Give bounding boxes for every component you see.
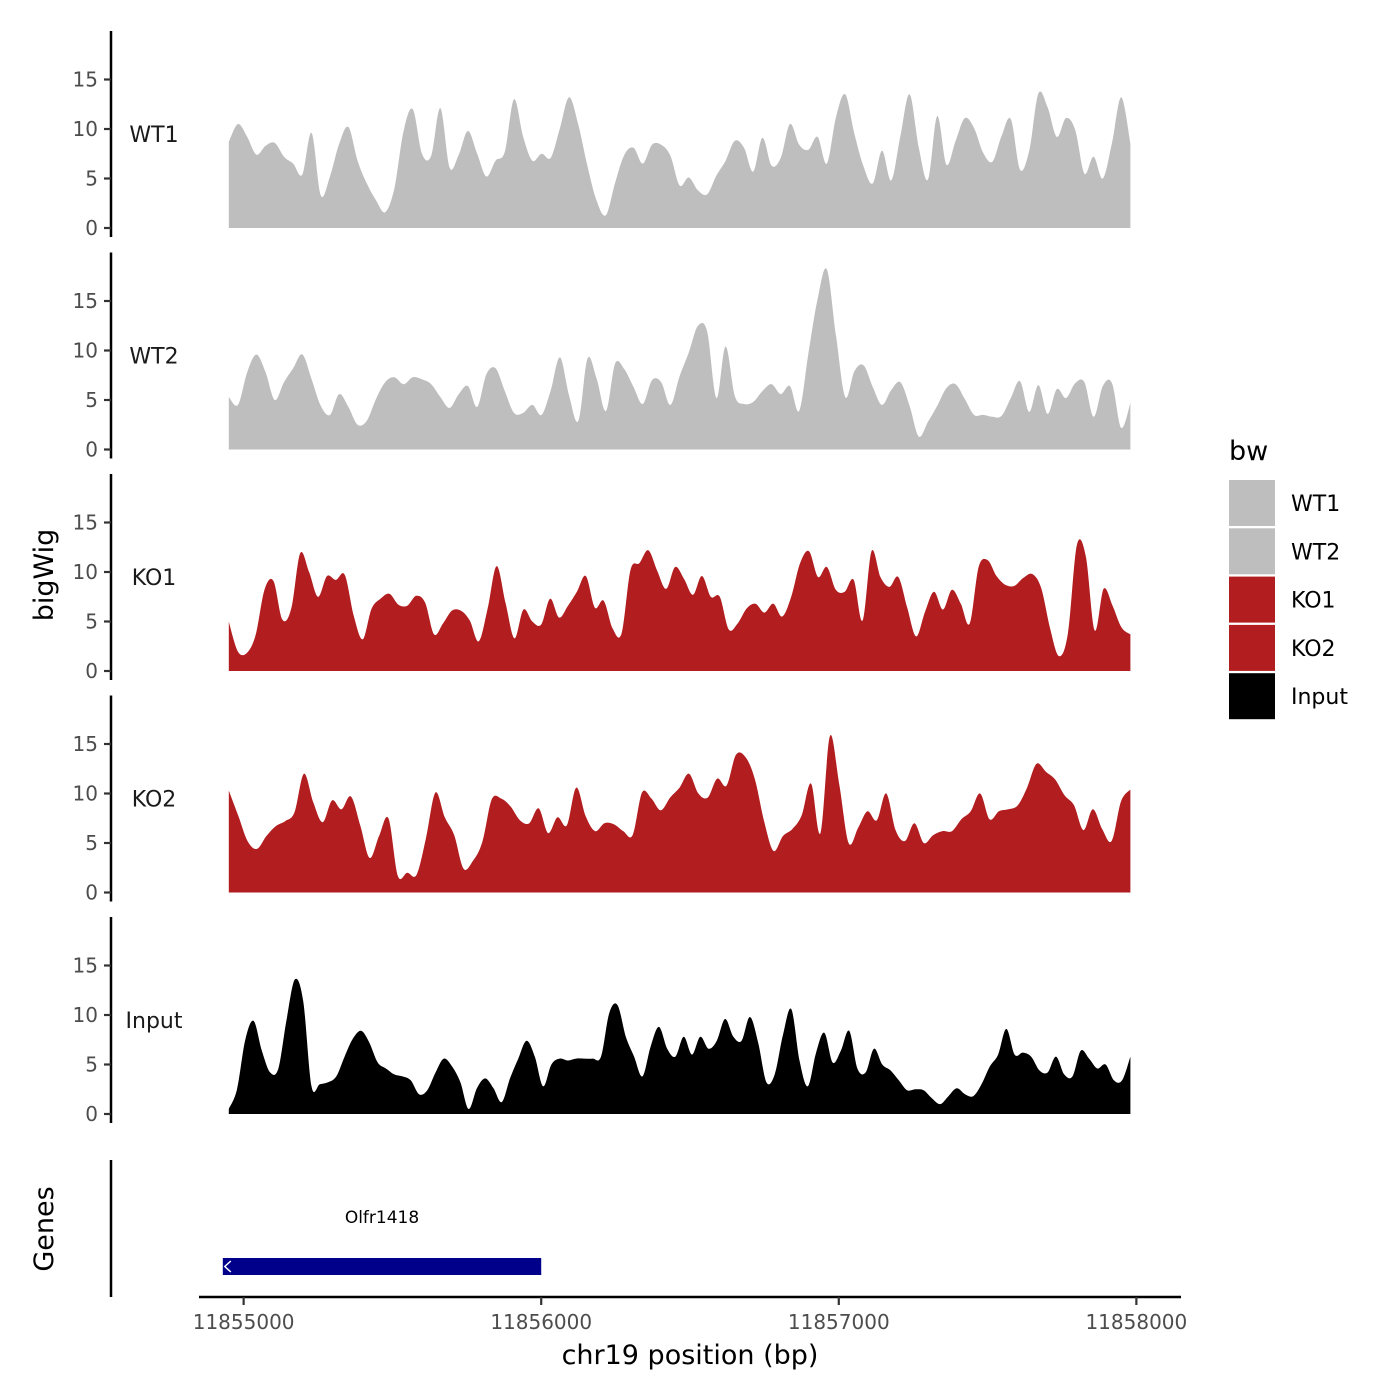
track-ko1: 0 5 10 15 KO1: [73, 474, 1131, 683]
legend-swatch-input: [1229, 673, 1275, 720]
signal-area-input: [228, 978, 1131, 1114]
track-label: Input: [126, 1009, 183, 1034]
legend-swatch-ko2: [1229, 624, 1275, 671]
y-tick-label: 0: [85, 438, 98, 462]
y-tick-label: 5: [85, 831, 98, 855]
y-tick-label: 10: [73, 339, 98, 363]
x-axis: chr19 position (bp) 11855000 11856000 1185…: [193, 1295, 1187, 1371]
signal-area-ko2: [228, 735, 1131, 893]
legend-title: bw: [1229, 436, 1268, 467]
x-axis-title: chr19 position (bp): [562, 1340, 819, 1371]
x-tick-label: 11855000: [193, 1310, 295, 1334]
y-tick-label: 15: [73, 289, 98, 313]
legend-swatch-wt1: [1229, 480, 1275, 526]
x-tick-label: 11857000: [788, 1310, 890, 1334]
y-tick-label: 10: [73, 782, 98, 806]
y-tick-label: 5: [85, 610, 98, 634]
y-tick-label: 15: [73, 68, 98, 92]
track-label: KO1: [132, 566, 177, 591]
track-label: WT2: [129, 345, 178, 370]
y-axis-title: bigWig: [29, 529, 60, 622]
y-tick-label: 15: [73, 954, 98, 978]
strand-arrow-icon: [223, 1260, 232, 1273]
y-tick-label: 15: [73, 732, 98, 756]
y-tick-label: 5: [85, 167, 98, 191]
track-input: 0 5 10 15 Input: [73, 917, 1131, 1126]
y-tick-label: 0: [85, 881, 98, 905]
gene-label: Olfr1418: [345, 1208, 419, 1228]
track-label: WT1: [129, 123, 178, 148]
legend: bw WT1 WT2 KO1 KO2 Input: [1229, 436, 1348, 720]
x-tick-label: 11858000: [1085, 1310, 1187, 1334]
gene-bar: [222, 1258, 542, 1275]
y-tick-label: 10: [73, 560, 98, 584]
y-tick-label: 5: [85, 388, 98, 412]
legend-label-wt1: WT1: [1291, 492, 1340, 517]
track-ko2: 0 5 10 15 KO2: [73, 695, 1131, 905]
x-tick-label: 11856000: [490, 1310, 592, 1334]
y-tick-label: 10: [73, 1003, 98, 1027]
legend-label-ko2: KO2: [1291, 637, 1336, 662]
y-tick-label: 0: [85, 659, 98, 683]
signal-tracks: 0 5 10 15 WT1 0 5 10 15 WT2 0 5 10 15 KO1 0 5 10 15 KO2 0 5 10…: [73, 31, 1131, 1126]
track-wt1: 0 5 10 15 WT1: [73, 31, 1131, 240]
genes-panel: Genes Olfr1418: [29, 1160, 542, 1297]
legend-label-wt2: WT2: [1291, 540, 1340, 565]
y-tick-label: 0: [85, 1102, 98, 1126]
signal-area-ko1: [228, 539, 1131, 671]
legend-label-ko1: KO1: [1291, 589, 1336, 614]
legend-swatch-ko1: [1229, 576, 1275, 623]
y-tick-label: 15: [73, 511, 98, 535]
signal-area-wt2: [228, 268, 1131, 450]
y-axis-title-group: bigWig: [29, 529, 60, 622]
legend-swatch-wt2: [1229, 528, 1275, 575]
signal-area-wt1: [228, 91, 1131, 228]
track-wt2: 0 5 10 15 WT2: [73, 252, 1131, 462]
y-tick-label: 0: [85, 216, 98, 240]
genes-title: Genes: [29, 1186, 60, 1271]
legend-label-input: Input: [1291, 685, 1348, 710]
y-tick-label: 10: [73, 117, 98, 141]
y-tick-label: 5: [85, 1053, 98, 1077]
track-label: KO2: [132, 788, 177, 813]
